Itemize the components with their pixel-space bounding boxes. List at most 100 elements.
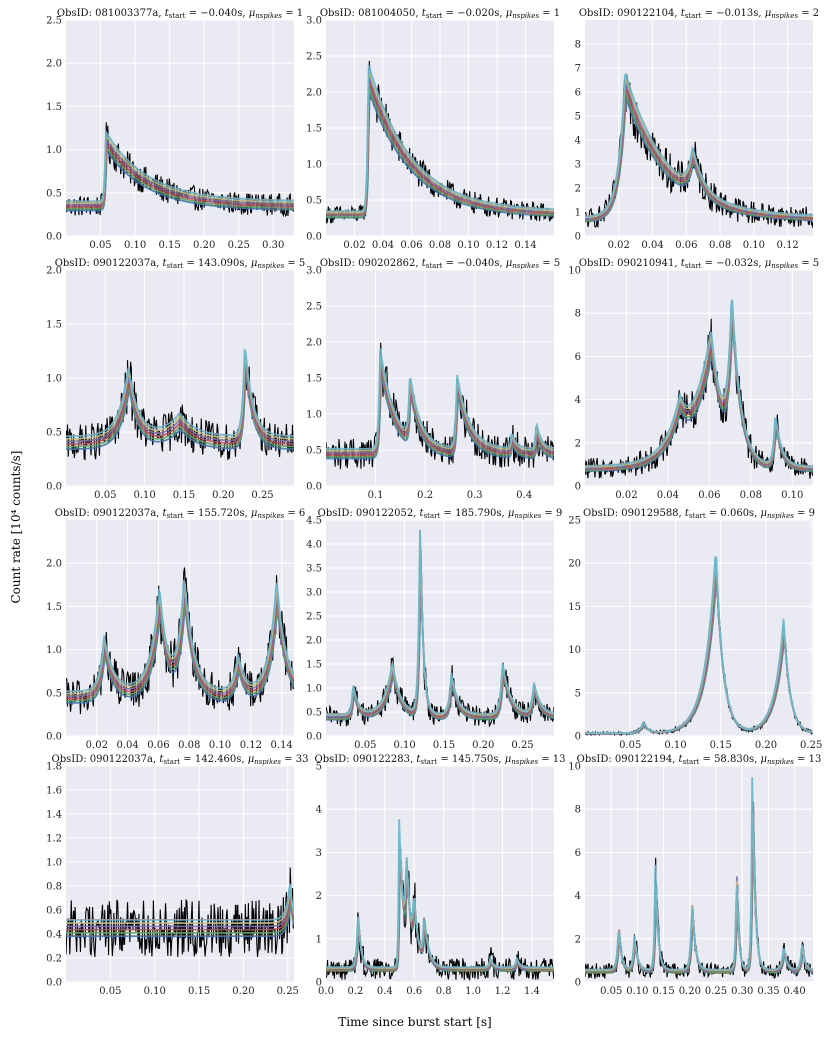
x-tick-label: 0.14 <box>271 740 293 751</box>
y-tick-label: 2.0 <box>46 266 62 277</box>
y-axis-label: Count rate [10⁴ counts/s] <box>9 450 23 604</box>
x-tick-label: 0.20 <box>212 490 234 501</box>
y-tick-label: 0.2 <box>46 954 62 965</box>
model-curve <box>326 365 554 456</box>
y-tick-label: 4.5 <box>306 516 322 527</box>
y-tick-label: 1.0 <box>306 410 322 421</box>
x-tick-label: 0.10 <box>781 490 803 501</box>
y-tick-label: 6 <box>575 352 581 363</box>
y-tick-label: 3 <box>575 160 581 171</box>
x-tick-label: 0.2 <box>347 986 363 997</box>
model-curve <box>585 72 813 218</box>
x-tick-label: 0.15 <box>433 740 455 751</box>
y-tick-label: 2.0 <box>306 338 322 349</box>
x-tick-label: 0.6 <box>406 986 422 997</box>
plot-content <box>585 72 813 229</box>
model-curve <box>326 369 554 458</box>
y-tick-label: 0.0 <box>46 978 62 989</box>
y-tick-label: 0.0 <box>46 482 62 493</box>
x-tick-label: 0.10 <box>626 986 648 997</box>
plot-area <box>66 766 294 982</box>
y-tick-label: 8 <box>575 309 581 320</box>
model-curve <box>326 356 554 452</box>
x-tick-label: 0.06 <box>675 240 697 251</box>
model-curve <box>326 82 554 216</box>
y-tick-label: 5 <box>575 688 581 699</box>
y-tick-label: 0.0 <box>306 732 322 743</box>
model-curve <box>326 87 554 218</box>
x-tick-label: 0.10 <box>144 986 166 997</box>
y-tick-label: 8 <box>575 805 581 816</box>
y-tick-label: 4 <box>575 136 581 147</box>
panel-7: 0.02 0.04 0.06 0.08 0.10 0.12 0.14 0.0 0.5 1.0 1.5… <box>46 508 305 751</box>
model-curve <box>326 530 554 715</box>
plot-content <box>66 867 294 957</box>
panel-title: ObsID: 090122104, tstart = −0.013s, μnsp… <box>579 8 819 20</box>
x-tick-label: 0.02 <box>343 240 365 251</box>
y-tick-label: 2.5 <box>306 302 322 313</box>
x-tick-label: 0.12 <box>777 240 799 251</box>
x-tick-label: 0.3 <box>467 490 483 501</box>
panel-2: 0.02 0.04 0.06 0.08 0.10 0.12 0.14 0.0 0.5 1.0 1.5… <box>306 8 560 251</box>
y-tick-label: 4 <box>575 395 581 406</box>
y-tick-label: 2 <box>575 934 581 945</box>
x-tick-label: 0.05 <box>99 986 121 997</box>
model-curve <box>66 128 294 203</box>
x-tick-label: 0.08 <box>178 740 200 751</box>
model-curve <box>66 357 294 443</box>
y-tick-label: 0 <box>575 732 581 743</box>
x-tick-label: 1.2 <box>495 986 511 997</box>
y-tick-label: 1.5 <box>46 320 62 331</box>
y-tick-label: 15 <box>568 602 581 613</box>
panel-10: 0.05 0.10 0.15 0.20 0.25 0.0 0.2 0.4 0.6 0.8 1.0 1.… <box>46 754 308 997</box>
y-tick-label: 1 <box>575 208 581 219</box>
model-curve <box>66 891 294 928</box>
x-tick-label: 0.15 <box>710 740 732 751</box>
plot-area <box>585 270 813 486</box>
y-tick-label: 2.5 <box>306 612 322 623</box>
y-tick-label: 25 <box>568 516 581 527</box>
y-tick-label: 3.5 <box>306 564 322 575</box>
panel-title: ObsID: 090202862, tstart = −0.040s, μnsp… <box>320 258 560 270</box>
plot-content <box>66 122 294 218</box>
y-tick-label: 0 <box>316 978 322 989</box>
x-tick-label: 0.10 <box>457 240 479 251</box>
y-tick-label: 7 <box>575 64 581 75</box>
y-tick-label: 1.5 <box>46 602 62 613</box>
y-tick-label: 1.2 <box>46 834 62 845</box>
plot-area <box>585 766 813 982</box>
y-tick-label: 10 <box>568 645 581 656</box>
x-tick-label: 0.05 <box>354 740 376 751</box>
y-tick-label: 10 <box>568 266 581 277</box>
y-tick-label: 0.8 <box>46 882 62 893</box>
x-tick-label: 0.25 <box>228 240 250 251</box>
plot-content <box>585 299 813 479</box>
y-tick-label: 0.5 <box>306 196 322 207</box>
model-curve <box>326 819 554 968</box>
y-tick-label: 1.0 <box>46 858 62 869</box>
y-tick-label: 2.0 <box>46 559 62 570</box>
y-tick-label: 6 <box>575 88 581 99</box>
model-curve <box>66 905 294 937</box>
model-curve <box>66 885 294 925</box>
panel-title: ObsID: 090122037a, tstart = 142.460s, μn… <box>52 754 309 766</box>
y-tick-label: 0.5 <box>306 446 322 457</box>
x-tick-label: 0.05 <box>89 240 111 251</box>
y-tick-label: 2 <box>575 184 581 195</box>
model-curve <box>66 354 294 440</box>
x-tick-label: 0.06 <box>698 490 720 501</box>
panel-5: 0.1 0.2 0.3 0.4 0.0 0.5 1.0 1.5 2.0 2.5 3.0ObsID: … <box>306 258 560 501</box>
y-tick-label: 1.0 <box>306 160 322 171</box>
x-tick-label: 0.4 <box>377 986 393 997</box>
x-tick-label: 0.04 <box>116 740 138 751</box>
y-tick-label: 1.5 <box>306 124 322 135</box>
y-tick-label: 0.0 <box>306 232 322 243</box>
x-tick-label: 0.30 <box>731 986 753 997</box>
panel-title: ObsID: 081003377a, tstart = −0.040s, μns… <box>57 8 303 20</box>
model-curve <box>326 372 554 460</box>
x-tick-label: 0.25 <box>511 740 533 751</box>
x-tick-label: 1.4 <box>524 986 540 997</box>
